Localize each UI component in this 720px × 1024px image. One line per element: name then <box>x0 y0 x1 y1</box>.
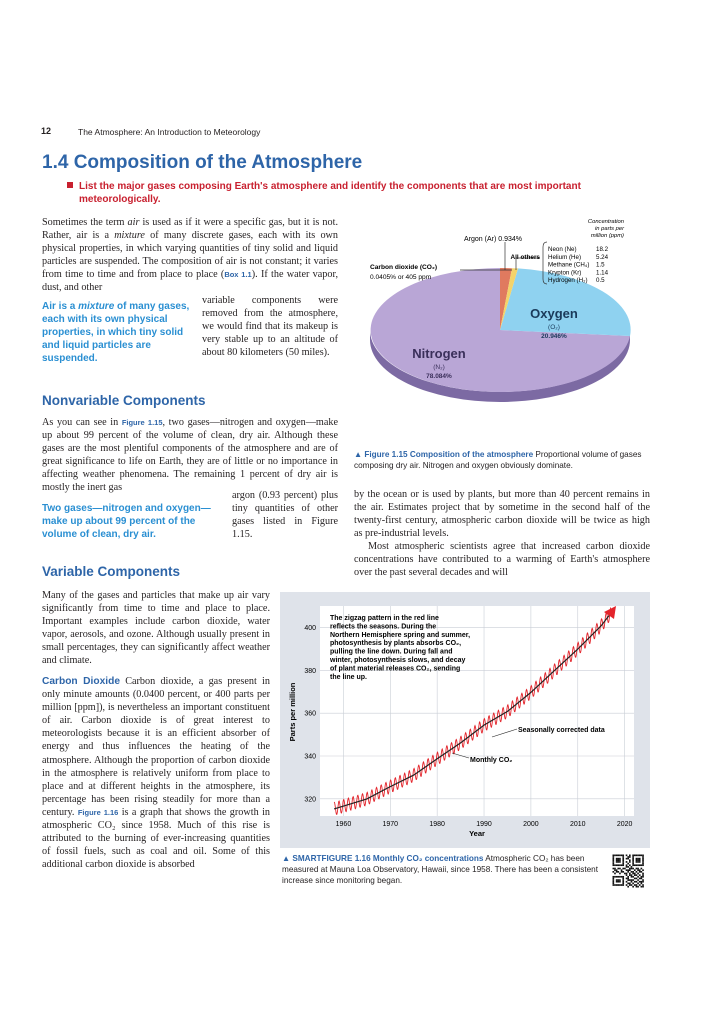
carbon-dioxide-heading: Carbon Dioxide <box>42 676 120 687</box>
figure-1-15-link[interactable]: Figure 1.15 <box>121 418 163 427</box>
oxygen-formula: (O₂) <box>548 324 560 331</box>
heading-variable: Variable Components <box>42 564 181 579</box>
learning-objective: List the major gases composing Earth's a… <box>67 180 639 206</box>
section-title-text: Composition of the Atmosphere <box>73 152 363 173</box>
figure-1-16-caption: ▲ SMARTFIGURE 1.16 Monthly CO₂ concentra… <box>282 854 599 885</box>
nonvariable-wrap-text: argon (0.93 percent) plus tiny quantitie… <box>232 490 338 541</box>
x-tick-label: 1980 <box>429 821 445 828</box>
series-line-monthly-co2 <box>333 607 612 816</box>
co2-label: Carbon dioxide (CO₂) <box>370 264 437 271</box>
figure-1-16-link[interactable]: Figure 1.16 <box>77 807 119 817</box>
running-head: The Atmosphere: An Introduction to Meteo… <box>78 127 261 137</box>
margin-note-air-mixture: Air is a mixture of many gases, each wit… <box>42 301 190 364</box>
argon-label: Argon (Ar) 0.934% <box>464 236 522 243</box>
pie-slice-nitrogen <box>370 268 630 392</box>
y-tick-label: 360 <box>304 711 316 718</box>
nitrogen-formula: (N₂) <box>433 364 445 371</box>
heading-nonvariable: Nonvariable Components <box>42 393 206 408</box>
others-item-ppm: 1.5 <box>596 262 605 269</box>
pie-slice-argon <box>500 267 512 330</box>
chart-annotation: The zigzag pattern in the red line reflec… <box>329 615 470 681</box>
section-title: 1.4 Composition of the Atmosphere <box>42 152 362 174</box>
others-item-ppm: 5.24 <box>596 254 609 261</box>
figure-1-16-co2-chart: 1960 1970 1980 1990 2000 2010 2020 320 340 360 380… <box>280 592 650 848</box>
all-others-label: All others <box>511 254 541 261</box>
others-list: Neon (Ne) 18.2 Helium (He) 5.24 Methane (CH₄… <box>548 246 609 284</box>
label-seasonally-corrected: Seasonally corrected data <box>518 727 605 734</box>
leader-line-seasonal <box>491 728 518 738</box>
figure-1-15-pie-chart: Argon (Ar) 0.934% Carbon dioxide (CO₂) 0… <box>370 219 631 402</box>
margin-note-two-gases: Two gases—nitrogen and oxygen—make up ab… <box>42 503 211 540</box>
pie-depth <box>370 330 630 402</box>
x-tick-label: 1970 <box>383 821 399 828</box>
others-item-name: Hydrogen (H₂) <box>548 277 588 284</box>
right-column-paragraph-1: by the ocean or is used by plants, but m… <box>354 489 650 540</box>
series-line-seasonally-corrected <box>333 613 612 810</box>
x-tick-label: 2020 <box>617 821 633 828</box>
y-tick-label: 380 <box>304 668 316 675</box>
oxygen-percent: 20.946% <box>541 333 567 340</box>
x-tick-label: 2000 <box>523 821 539 828</box>
nonvariable-paragraph: As you can see in Figure 1.15, two gases… <box>42 417 338 494</box>
x-tick-label: 1960 <box>336 821 352 828</box>
intro-wrap-text: variable components were removed from th… <box>202 295 338 359</box>
y-tick-label: 340 <box>304 754 316 761</box>
others-item-name: Neon (Ne) <box>548 246 577 253</box>
qr-code-icon[interactable] <box>612 854 646 888</box>
label-monthly-co2: Monthly CO₂ <box>470 757 512 764</box>
page-number: 12 <box>41 126 52 136</box>
intro-paragraph: Sometimes the term air is used as if it … <box>42 217 338 294</box>
all-others-text: All others <box>511 254 541 261</box>
oxygen-label: Oxygen <box>530 306 578 321</box>
section-number: 1.4 <box>42 152 69 173</box>
x-tick-label: 1990 <box>476 821 492 828</box>
others-item-name: Krypton (Kr) <box>548 269 581 276</box>
others-item-name: Helium (He) <box>548 254 581 261</box>
others-item-ppm: 1.14 <box>596 269 609 276</box>
variable-paragraph-2: Carbon Dioxide Carbon dioxide, a gas pre… <box>42 676 270 871</box>
right-column-paragraph-2: Most atmospheric scientists agree that i… <box>354 541 650 579</box>
pie-slice-carbon-dioxide <box>500 268 518 330</box>
nitrogen-label: Nitrogen <box>412 346 466 361</box>
figure-1-15-caption: ▲ Figure 1.15 Composition of the atmosph… <box>354 450 642 470</box>
others-bracket <box>542 241 548 285</box>
others-item-ppm: 18.2 <box>596 246 609 253</box>
concentration-header: Concentration in parts per million (ppm) <box>588 219 625 239</box>
bullet-icon <box>67 182 73 188</box>
x-tick-label: 2010 <box>570 821 586 828</box>
pie-slice-oxygen <box>500 268 631 336</box>
variable-paragraph-1: Many of the gases and particles that mak… <box>42 590 270 667</box>
box-reference-link[interactable]: Box 1.1 <box>224 270 252 280</box>
y-axis-label: Parts per million <box>288 682 297 741</box>
others-item-ppm: 0.5 <box>596 277 605 284</box>
y-tick-label: 400 <box>304 625 316 632</box>
leader-line-monthly <box>451 752 470 759</box>
co2-value: 0.0405% or 405 ppm <box>370 274 432 281</box>
others-item-name: Methane (CH₄) <box>548 262 589 269</box>
arrow-head-icon <box>604 606 616 619</box>
y-tick-label: 320 <box>304 796 316 803</box>
annotation-text: The zigzag pattern in the red line reflec… <box>329 615 470 681</box>
nitrogen-percent: 78.084% <box>426 373 452 380</box>
x-axis-label: Year <box>469 829 485 838</box>
